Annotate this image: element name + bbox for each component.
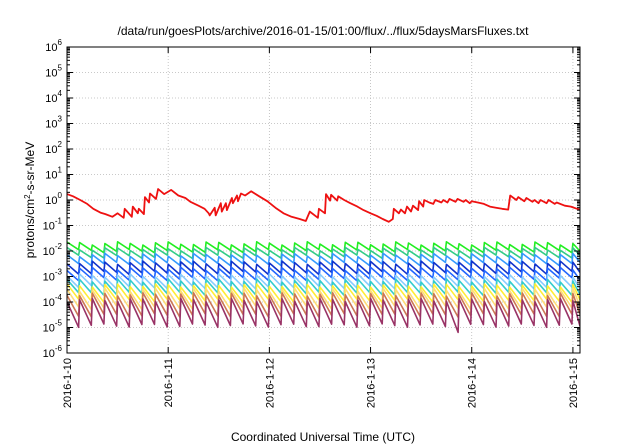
x-tick-label: 2016-1-14	[467, 358, 479, 408]
series-line-2	[67, 246, 580, 260]
y-tick-label: 104	[45, 89, 62, 105]
y-tick-label: 10-2	[43, 242, 63, 258]
series-line-3	[67, 252, 580, 267]
x-tick-label: 2016-1-10	[62, 358, 74, 408]
series-line-4	[67, 260, 580, 276]
y-tick-label: 101	[45, 166, 62, 182]
x-axis-label: Coordinated Universal Time (UTC)	[231, 430, 415, 444]
chart-title: /data/run/goesPlots/archive/2016-01-15/0…	[118, 24, 530, 38]
y-tick-label: 10-5	[43, 319, 63, 335]
x-axis: 2016-1-10 2016-1-11 2016-1-12 2016-1-13 2016…	[62, 47, 580, 408]
y-axis-label: protons/cm2-s-sr-MeV	[23, 142, 38, 258]
x-tick-label: 2016-1-11	[163, 358, 175, 407]
y-tick-label: 10-3	[43, 268, 63, 284]
y-tick-label: 10-1	[43, 217, 63, 233]
x-tick-label: 2016-1-15	[568, 358, 580, 408]
y-tick-label: 100	[45, 191, 62, 207]
y-tick-label: 106	[45, 38, 62, 54]
series-line-11	[67, 297, 580, 334]
y-tick-label: 103	[45, 115, 62, 131]
x-tick-label: 2016-1-13	[366, 358, 378, 408]
y-axis: 10-6 10-5 10-4 10-3 10-2 10-1 100 101 102 103 104 1…	[43, 38, 580, 360]
plot-area	[67, 188, 580, 334]
y-tick-label: 105	[45, 64, 62, 80]
x-tick-label: 2016-1-12	[264, 358, 276, 408]
series-line-0	[67, 188, 580, 223]
series-group	[67, 188, 580, 334]
y-tick-label: 10-6	[43, 344, 63, 360]
y-tick-label: 102	[45, 140, 62, 156]
y-tick-label: 10-4	[43, 293, 63, 309]
